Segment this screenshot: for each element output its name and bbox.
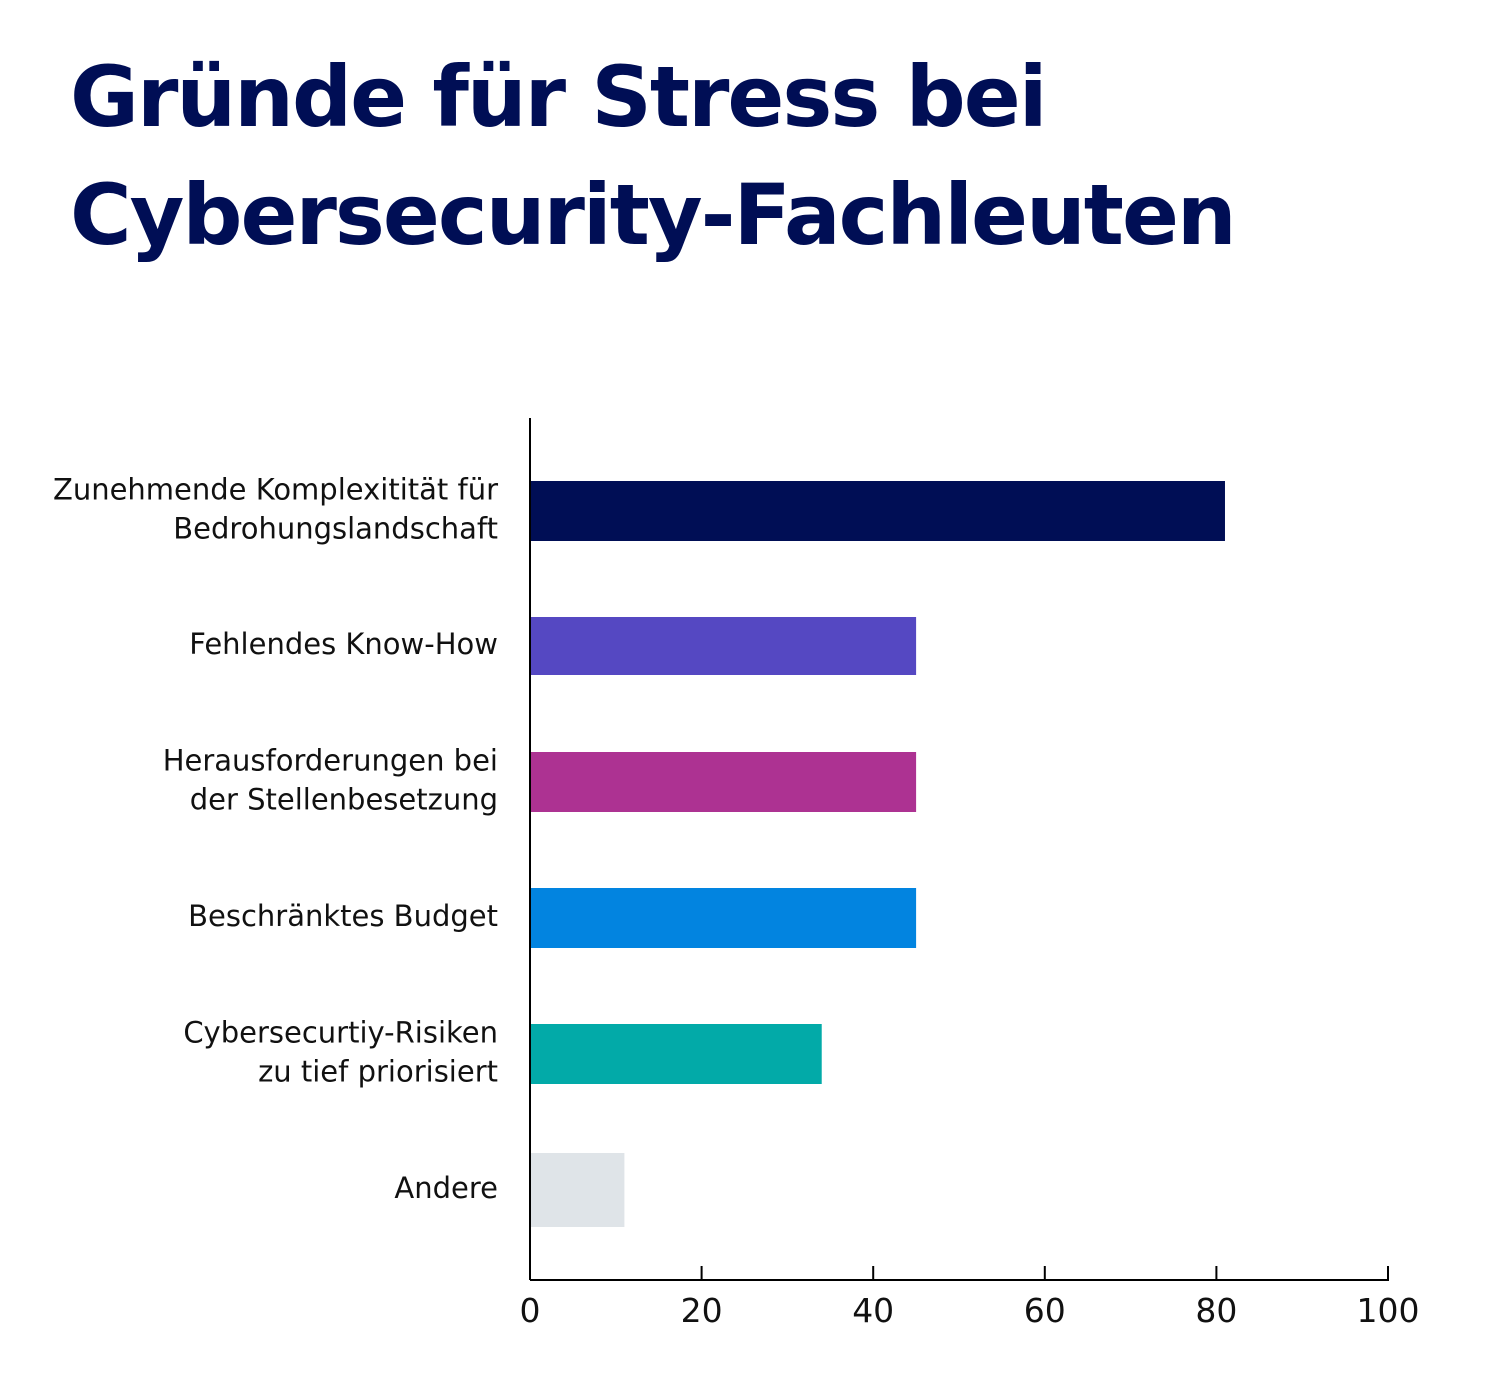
x-tick-label-80: 80 [1195, 1291, 1237, 1330]
category-label-6-line-1: Andere [394, 1171, 498, 1205]
category-label-2-line-1: Fehlendes Know-How [189, 627, 498, 661]
chart-title-line-1: Gründe für Stress bei [70, 48, 1048, 146]
x-tick-label-20: 20 [681, 1291, 723, 1330]
bar-6 [530, 1153, 625, 1227]
chart-title-line-2: Cybersecurity-Fachleuten [70, 166, 1237, 264]
bar-5 [530, 1024, 822, 1084]
x-tick-label-0: 0 [520, 1291, 541, 1330]
category-label-3-line-2: der Stellenbesetzung [190, 783, 498, 817]
category-label-1-line-1: Zunehmende Komplexitität für [53, 473, 498, 507]
category-label-5-line-1: Cybersecurtiy-Risiken [183, 1016, 498, 1050]
x-tick-label-40: 40 [852, 1291, 894, 1330]
category-label-3-line-1: Herausforderungen bei [163, 744, 498, 778]
chart-title: Gründe für Stress bei Cybersecurity-Fach… [70, 38, 1237, 274]
bar-1 [530, 481, 1225, 541]
bar-3 [530, 752, 917, 812]
category-label-5-line-2: zu tief priorisiert [258, 1055, 498, 1089]
bar-2 [530, 617, 917, 675]
category-label-1-line-2: Bedrohungslandschaft [173, 512, 498, 546]
x-tick-label-100: 100 [1357, 1291, 1420, 1330]
category-label-4-line-1: Beschränktes Budget [188, 899, 498, 933]
x-tick-label-60: 60 [1024, 1291, 1066, 1330]
bar-4 [530, 888, 917, 948]
